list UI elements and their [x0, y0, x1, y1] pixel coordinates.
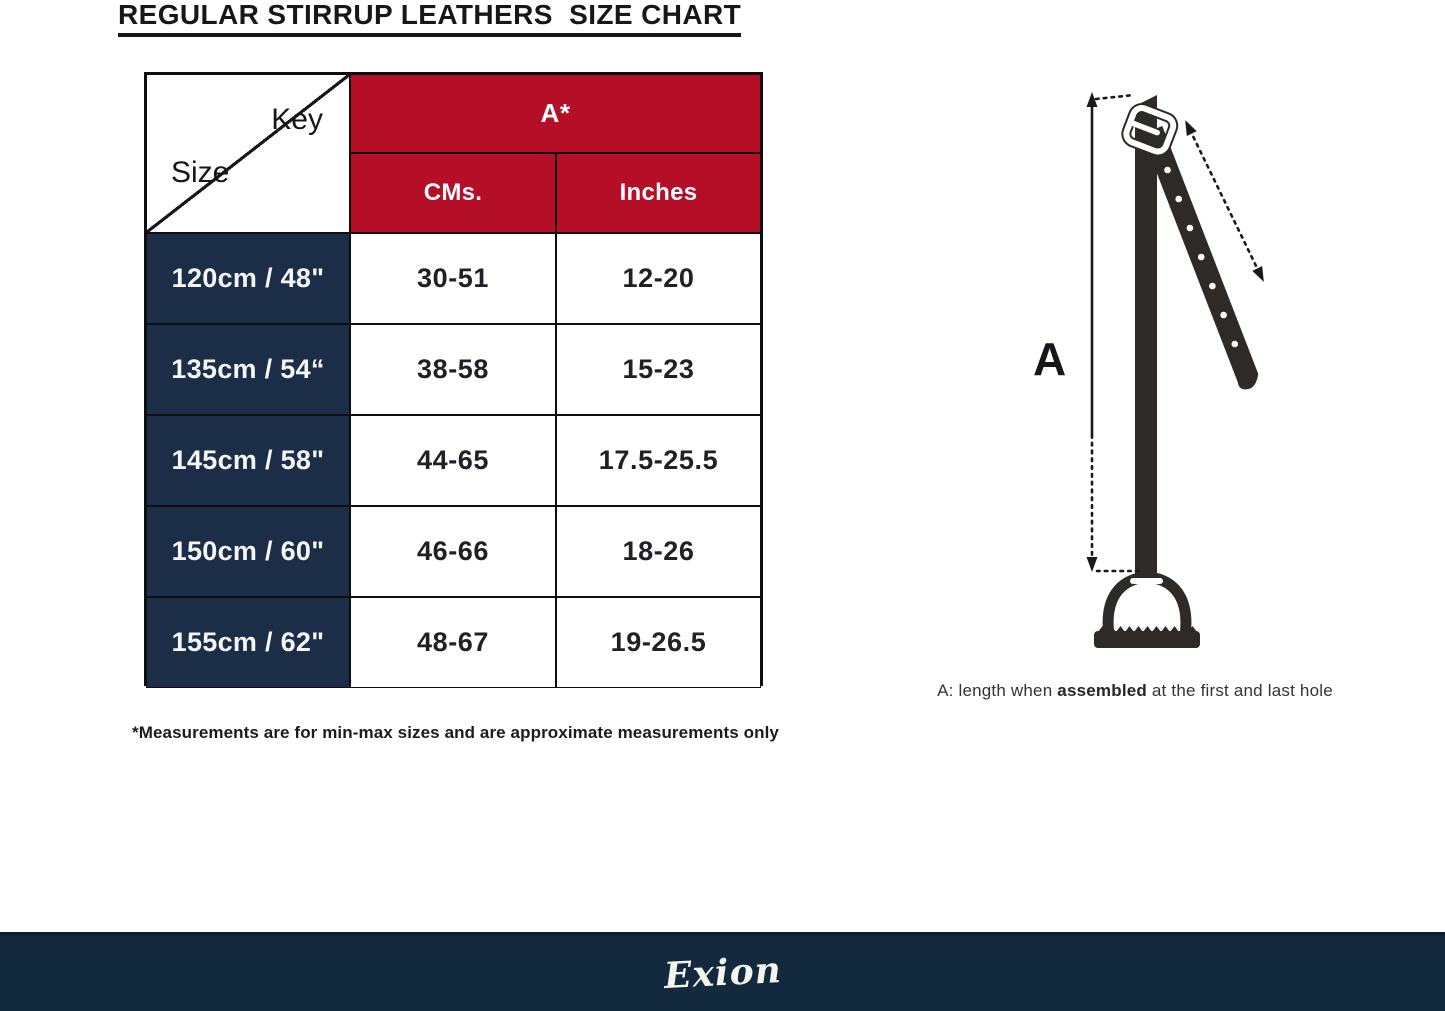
table-row-cms: 48-67: [350, 597, 556, 688]
column-header-inches: Inches: [556, 153, 761, 233]
table-row-inches: 12-20: [556, 233, 761, 324]
caption-suffix: at the first and last hole: [1146, 681, 1333, 700]
table-row-cms: 46-66: [350, 506, 556, 597]
corner-diagonal-divider: [147, 75, 349, 232]
diagram-caption: A: length when assembled at the first an…: [928, 681, 1342, 701]
table-row-size: 120cm / 48": [146, 233, 350, 324]
table-row-inches: 15-23: [556, 324, 761, 415]
caption-prefix: A: length when: [937, 681, 1058, 700]
stirrup-iron: [1094, 571, 1200, 648]
strap-length-arrow: [1185, 120, 1264, 282]
table-row-cms: 30-51: [350, 233, 556, 324]
dimension-line-a: [1086, 92, 1142, 573]
strap-holes: [1164, 166, 1239, 348]
table-row-cms: 44-65: [350, 415, 556, 506]
table-row-inches: 18-26: [556, 506, 761, 597]
page-title: REGULAR STIRRUP LEATHERS SIZE CHART: [118, 0, 742, 38]
table-row-size: 155cm / 62": [146, 597, 350, 688]
table-row-size: 135cm / 54“: [146, 324, 350, 415]
corner-size-label: Size: [171, 156, 230, 189]
stirrup-slot: [1130, 578, 1163, 584]
buckle-icon: [1121, 103, 1179, 157]
corner-key-label: Key: [271, 103, 323, 136]
dimension-label-a: A: [1033, 333, 1067, 385]
brand-logo-exion: Exion: [662, 948, 783, 998]
table-row-inches: 17.5-25.5: [556, 415, 761, 506]
measurement-footnote: *Measurements are for min-max sizes and …: [132, 723, 779, 742]
table-row-cms: 38-58: [350, 324, 556, 415]
table-row-size: 150cm / 60": [146, 506, 350, 597]
caption-bold-word: assembled: [1057, 681, 1147, 700]
stirrup-strap-vertical: [1135, 95, 1157, 580]
stirrup-leather-diagram: [1086, 92, 1264, 648]
footer-bar: Exion: [0, 932, 1445, 1011]
table-row-size: 145cm / 58": [146, 415, 350, 506]
column-group-header-a: A*: [350, 74, 761, 153]
stirrup-tread-teeth: [1098, 626, 1197, 632]
table-row-inches: 19-26.5: [556, 597, 761, 688]
table-corner-cell: Key Size: [146, 74, 350, 233]
column-header-cms: CMs.: [350, 153, 556, 233]
size-chart-table: Key Size A* CMs. Inches 120cm / 48" 30-5…: [144, 72, 763, 688]
